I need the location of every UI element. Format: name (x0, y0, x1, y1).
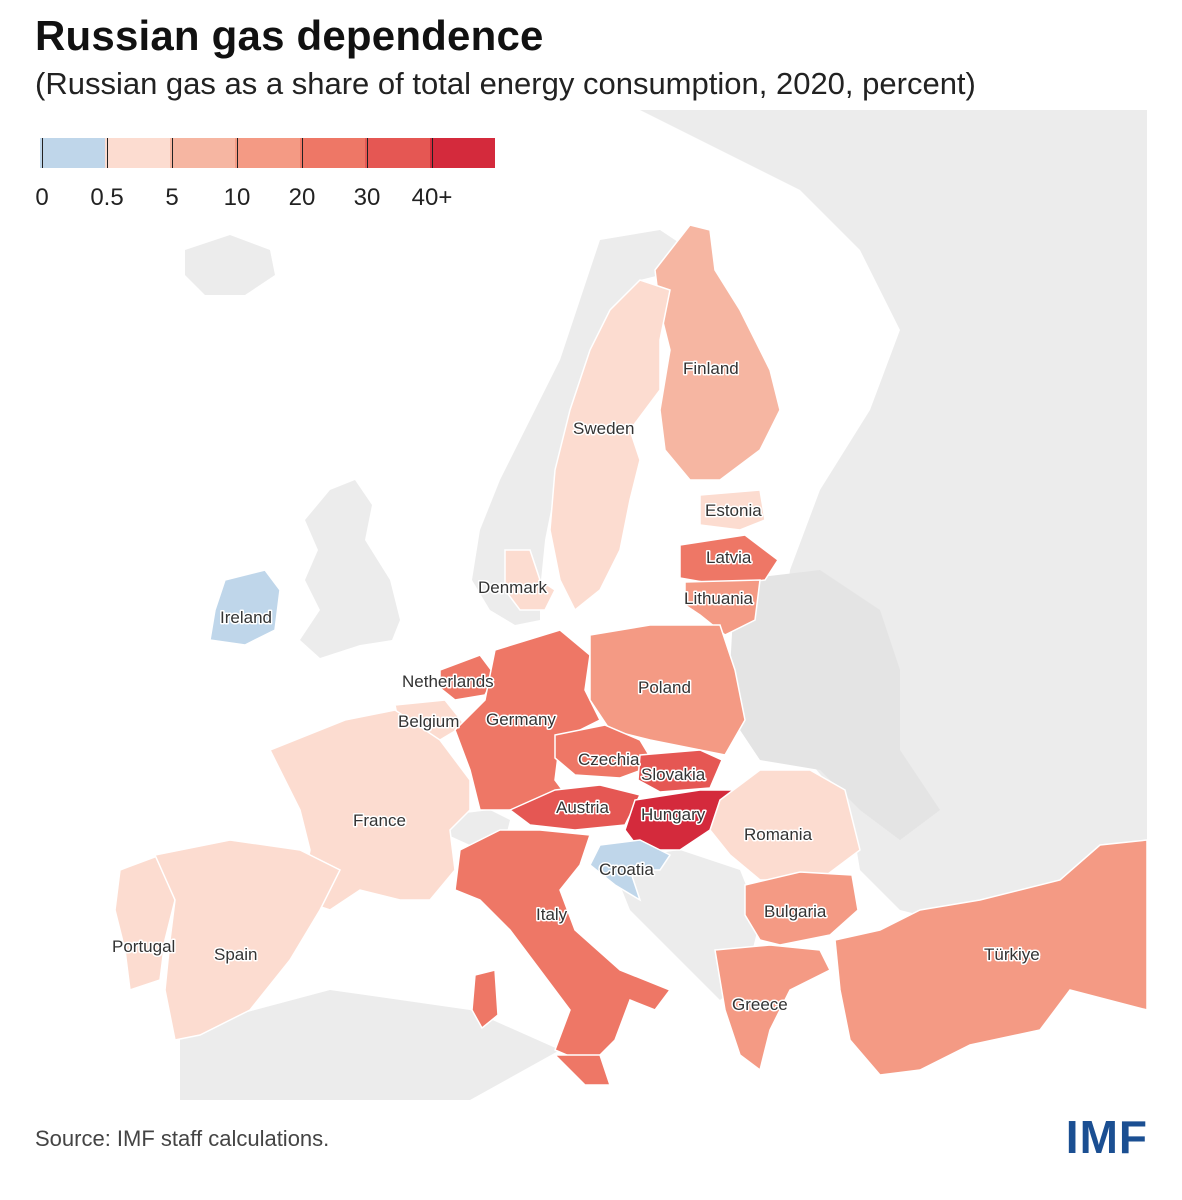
label-poland: Poland (638, 678, 691, 697)
legend-label: 10 (223, 184, 251, 211)
country-estonia (699, 489, 766, 531)
legend-tick (237, 138, 238, 168)
label-germany: Germany (486, 710, 556, 729)
label-hungary: Hungary (641, 805, 706, 824)
legend-label: 0.5 (90, 184, 124, 211)
legend-tick (302, 138, 303, 168)
legend-tick (432, 138, 433, 168)
label-latvia: Latvia (706, 548, 752, 567)
map-canvas: Finland Sweden Estonia Latvia Lithuania … (111, 110, 1148, 1100)
label-ireland: Ireland (220, 608, 272, 627)
country-romania (709, 769, 861, 881)
label-croatia: Croatia (599, 860, 654, 879)
legend-label: 5 (165, 184, 179, 211)
label-greece: Greece (732, 995, 788, 1014)
legend-tick (42, 138, 43, 168)
europe-map: Finland Sweden Estonia Latvia Lithuania … (0, 110, 1182, 1100)
land-ukraine-belarus (730, 570, 940, 840)
imf-logo: IMF (1065, 1111, 1148, 1163)
label-austria: Austria (556, 798, 609, 817)
country-slovakia (637, 749, 723, 793)
label-slovakia: Slovakia (641, 765, 706, 784)
country-netherlands (439, 654, 496, 701)
country-bulgaria (744, 871, 859, 946)
country-czechia (554, 724, 657, 779)
land-norway (472, 230, 690, 625)
country-sardinia (471, 969, 499, 1030)
label-portugal: Portugal (112, 937, 175, 956)
country-finland (654, 224, 781, 481)
land-russia-east (640, 110, 1147, 930)
country-poland (589, 624, 746, 756)
label-italy: Italy (536, 905, 568, 924)
legend-swatch (40, 138, 105, 168)
country-lithuania (684, 579, 761, 636)
label-lithuania: Lithuania (684, 589, 754, 608)
map-title: Russian gas dependence (35, 12, 544, 59)
label-netherlands: Netherlands (402, 672, 494, 691)
legend-tick (107, 138, 108, 168)
land-uk (300, 480, 400, 658)
legend-label: 30 (353, 184, 381, 211)
legend-label: 0 (35, 184, 49, 211)
label-czechia: Czechia (578, 750, 640, 769)
legend-tick (367, 138, 368, 168)
label-finland: Finland (683, 359, 739, 378)
legend-swatch (170, 138, 235, 168)
legend-tick (172, 138, 173, 168)
country-labels: Finland Sweden Estonia Latvia Lithuania … (111, 358, 1042, 1016)
country-greece (714, 944, 832, 1072)
country-sweden (549, 279, 671, 612)
land-north-africa (180, 990, 560, 1100)
country-italy (454, 829, 672, 1066)
land-iceland (185, 235, 275, 295)
legend-swatch (235, 138, 300, 168)
label-romania: Romania (744, 825, 813, 844)
color-legend: 0 0.5 5 10 20 30 40+ (35, 138, 500, 218)
label-bulgaria: Bulgaria (764, 902, 827, 921)
countries (114, 224, 1148, 1086)
country-latvia (679, 534, 780, 586)
legend-label: 40+ (411, 184, 453, 211)
legend-swatch (105, 138, 170, 168)
label-estonia: Estonia (705, 501, 762, 520)
legend-swatch (300, 138, 365, 168)
country-croatia (589, 839, 672, 902)
legend-label: 20 (288, 184, 316, 211)
country-sicily (553, 1054, 612, 1086)
country-turkiye (834, 839, 1148, 1076)
legend-color-bar (40, 138, 495, 168)
legend-swatch (430, 138, 495, 168)
country-spain (153, 839, 342, 1041)
source-note: Source: IMF staff calculations. (35, 1126, 330, 1151)
country-ireland (209, 569, 281, 646)
map-subtitle: (Russian gas as a share of total energy … (35, 66, 976, 101)
label-denmark: Denmark (478, 578, 547, 597)
country-denmark (504, 549, 556, 611)
label-spain: Spain (214, 945, 257, 964)
label-sweden: Sweden (573, 419, 634, 438)
label-turkiye: Türkiye (984, 945, 1040, 964)
label-belgium: Belgium (398, 712, 459, 731)
legend-swatch (365, 138, 430, 168)
country-hungary (624, 789, 737, 851)
label-france: France (353, 811, 406, 830)
